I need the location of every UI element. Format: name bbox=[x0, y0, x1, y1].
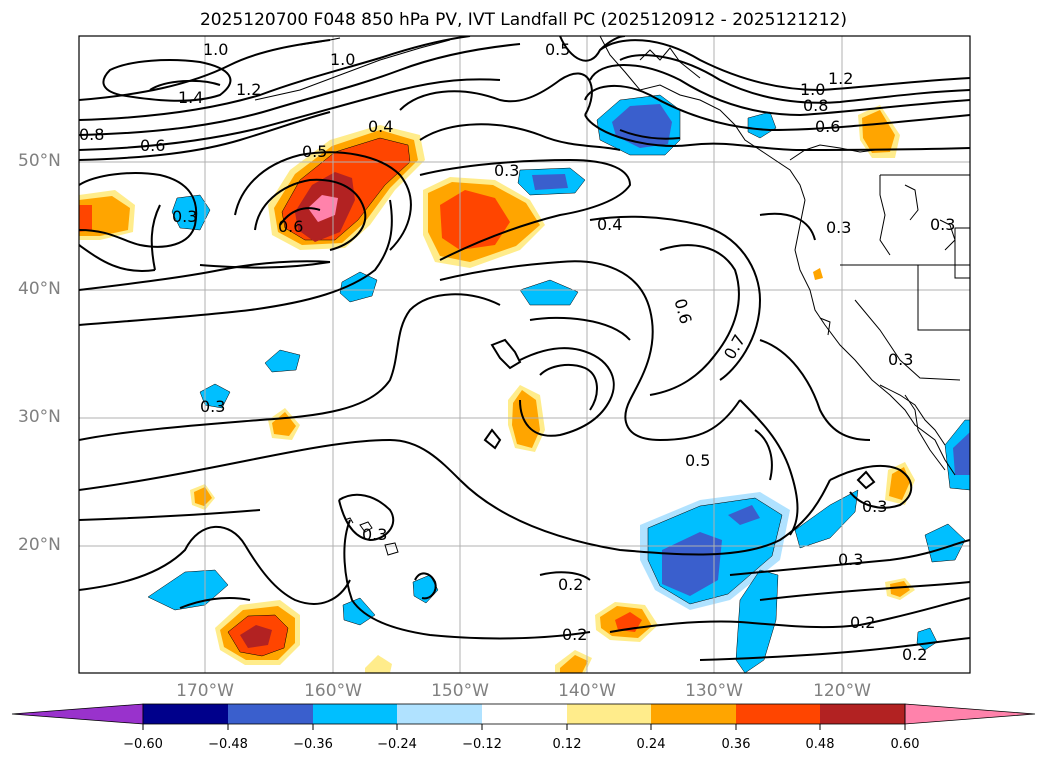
colorbar-segment bbox=[313, 704, 397, 724]
negative-anomaly-patch bbox=[728, 505, 760, 525]
coastlines bbox=[254, 36, 970, 556]
contour-label: 0.2 bbox=[902, 645, 927, 664]
map-frame bbox=[78, 35, 971, 674]
negative-anomaly-patch bbox=[662, 532, 722, 596]
colorbar-segment bbox=[651, 704, 736, 724]
colorbar-tick-label: −0.12 bbox=[462, 737, 502, 752]
lon-label-170w: 170°W bbox=[176, 681, 234, 701]
negative-anomaly-patch bbox=[342, 597, 376, 626]
colorbar-extend-high bbox=[904, 703, 1036, 725]
colorbar-tick-label: −0.24 bbox=[377, 737, 417, 752]
contour-label: 0.2 bbox=[558, 575, 583, 594]
colorbar-tick-label: −0.60 bbox=[123, 737, 163, 752]
lon-label-150w: 150°W bbox=[431, 681, 489, 701]
contour-label: 0.6 bbox=[815, 117, 840, 136]
lon-label-120w: 120°W bbox=[813, 681, 871, 701]
lon-label-130w: 130°W bbox=[685, 681, 743, 701]
lat-label-20n: 20°N bbox=[18, 535, 61, 555]
contour-label: 1.4 bbox=[178, 88, 203, 107]
contour-label: 0.4 bbox=[368, 117, 393, 136]
colorbar-segment bbox=[397, 704, 482, 724]
contour-label: 0.3 bbox=[930, 215, 955, 234]
contour-label: 0.6 bbox=[278, 217, 303, 236]
contour-label: 0.2 bbox=[850, 613, 875, 632]
contour-label: 0.8 bbox=[803, 96, 828, 115]
negative-anomaly-patch bbox=[953, 432, 970, 475]
negative-anomaly-patch bbox=[532, 174, 568, 190]
lat-label-50n: 50°N bbox=[18, 151, 61, 171]
negative-anomaly-patch bbox=[199, 383, 231, 409]
positive-anomaly-patch bbox=[813, 268, 823, 280]
contour-label: 1.0 bbox=[330, 50, 355, 69]
colorbar-segment bbox=[143, 704, 228, 724]
colorbar bbox=[11, 703, 1036, 730]
contour-label: 0.8 bbox=[79, 125, 104, 144]
contour-label: 0.3 bbox=[826, 218, 851, 237]
colorbar-segment bbox=[228, 704, 313, 724]
contour-label: 0.6 bbox=[140, 136, 165, 155]
negative-anomaly-patch bbox=[924, 523, 966, 563]
contour-label: 0.3 bbox=[838, 550, 863, 569]
lat-label-40n: 40°N bbox=[18, 279, 61, 299]
colorbar-tick-label: 0.12 bbox=[552, 737, 582, 752]
positive-anomaly-patch bbox=[889, 467, 910, 500]
positive-anomaly-patch bbox=[79, 205, 92, 232]
colorbar-segment bbox=[482, 704, 567, 724]
positive-anomaly-patch bbox=[512, 390, 540, 448]
lat-label-30n: 30°N bbox=[18, 407, 61, 427]
colorbar-tick-label: −0.36 bbox=[293, 737, 333, 752]
contour-label: 1.2 bbox=[828, 69, 853, 88]
colorbar-segment bbox=[820, 704, 905, 724]
contour-label: 0.5 bbox=[545, 40, 570, 59]
colorbar-tick-label: 0.48 bbox=[805, 737, 835, 752]
colorbar-extend-low bbox=[11, 703, 144, 725]
negative-anomaly-patch bbox=[519, 279, 579, 306]
contour-label: 0.4 bbox=[597, 215, 622, 234]
lon-label-140w: 140°W bbox=[558, 681, 616, 701]
negative-anomaly-patch bbox=[735, 569, 779, 673]
positive-anomaly-patch bbox=[560, 655, 588, 673]
negative-anomaly-patch bbox=[612, 104, 672, 148]
colorbar-tick-label: −0.48 bbox=[208, 737, 248, 752]
contour-label: 1.0 bbox=[800, 80, 825, 99]
contour-label: 0.3 bbox=[362, 525, 387, 544]
map-title: 2025120700 F048 850 hPa PV, IVT Landfall… bbox=[199, 10, 847, 30]
negative-anomaly-patch bbox=[171, 194, 211, 231]
colorbar-tick-label: 0.24 bbox=[636, 737, 666, 752]
negative-anomaly-patch bbox=[339, 271, 378, 303]
contour-label: 1.0 bbox=[203, 40, 228, 59]
colorbar-segment bbox=[736, 704, 820, 724]
pv-contours bbox=[79, 36, 970, 661]
contour-label: 0.5 bbox=[302, 142, 327, 161]
shaded-anomalies bbox=[79, 94, 970, 673]
contour-label: 0.3 bbox=[172, 207, 197, 226]
contour-label: 0.3 bbox=[494, 161, 519, 180]
positive-anomaly-patch bbox=[890, 581, 910, 597]
positive-anomaly-patch bbox=[365, 655, 392, 673]
contour-labels: 1.0 1.4 1.2 1.0 0.8 0.6 0.5 0.4 0.6 0.3 … bbox=[79, 40, 955, 664]
positive-anomaly-patch bbox=[194, 487, 212, 506]
positive-anomaly-patch bbox=[308, 195, 338, 222]
contour-label: 0.3 bbox=[862, 497, 887, 516]
negative-anomaly-patch bbox=[264, 349, 301, 373]
positive-anomaly-patch bbox=[862, 110, 895, 153]
lon-label-160w: 160°W bbox=[304, 681, 362, 701]
positive-anomaly-patch bbox=[240, 625, 272, 648]
contour-label: 1.2 bbox=[236, 80, 261, 99]
positive-anomaly-patch bbox=[440, 190, 510, 250]
colorbar-tick-label: 0.60 bbox=[890, 737, 920, 752]
colorbar-segment bbox=[567, 704, 651, 724]
contour-label: 0.3 bbox=[888, 350, 913, 369]
contour-label: 0.2 bbox=[562, 625, 587, 644]
contour-label: 0.3 bbox=[200, 397, 225, 416]
colorbar-tick-label: 0.36 bbox=[721, 737, 751, 752]
contour-label: 0.5 bbox=[685, 451, 710, 470]
